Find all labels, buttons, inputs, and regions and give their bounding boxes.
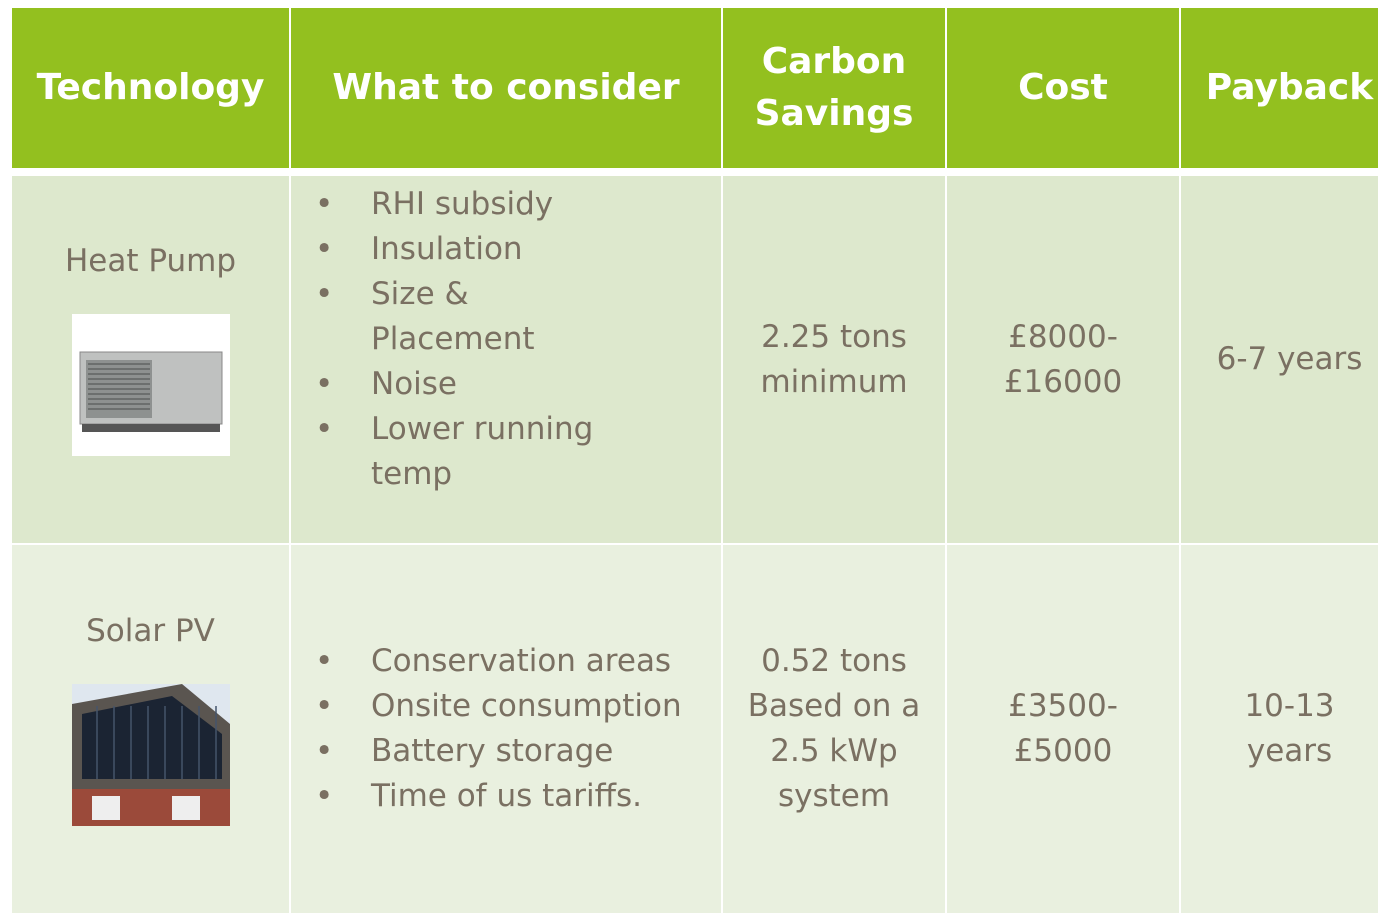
consideration-item: Insulation [315,227,621,272]
considerations-cell: RHI subsidyInsulationSize & PlacementNoi… [291,176,721,543]
technology-image [72,684,230,830]
cost-cell: £8000-£16000 [947,176,1179,543]
consideration-item: Battery storage [315,729,682,774]
payback-line: 6-7 years [1217,337,1363,382]
technology-name: Heat Pump [65,239,236,284]
header-text: Payback [1186,62,1378,114]
consideration-item: Lower running temp [315,407,621,497]
payback-cell: 6-7 years [1181,176,1378,543]
header-text: Cost [998,62,1128,114]
payback-line: 10-13 [1244,684,1334,729]
considerations-list: RHI subsidyInsulationSize & PlacementNoi… [291,182,621,497]
technology-cell: Heat Pump [12,176,289,543]
considerations-cell: Conservation areasOnsite consumptionBatt… [291,545,721,913]
consideration-item: RHI subsidy [315,182,621,227]
cost-line: £16000 [1004,360,1122,405]
slide: Technology What to consider Carbon Savings… [0,0,1378,913]
carbon-savings-line: 0.52 tons [761,639,907,684]
consideration-item: Noise [315,362,621,407]
carbon-savings-line: 2.25 tons [761,315,907,360]
header-text: Carbon Savings [723,36,945,140]
consideration-item: Time of us tariffs. [315,774,682,819]
carbon-savings-line: minimum [760,360,907,405]
payback-line: years [1247,729,1332,774]
cost-cell: £3500-£5000 [947,545,1179,913]
header-text: Technology [17,62,285,114]
carbon-savings-line: Based on a [748,684,920,729]
consideration-item: Onsite consumption [315,684,682,729]
consideration-item: Conservation areas [315,639,682,684]
considerations-list: Conservation areasOnsite consumptionBatt… [291,639,682,819]
carbon-savings-line: 2.5 kWp [770,729,897,774]
cost-line: £8000- [1008,315,1118,360]
cost-line: £3500- [1008,684,1118,729]
header-text: What to consider [312,62,699,114]
header-cell: What to consider [291,8,721,168]
header-cell: Cost [947,8,1179,168]
technology-cell: Solar PV [12,545,289,913]
technology-image [72,314,230,460]
technology-name: Solar PV [86,609,215,654]
carbon-savings-line: system [778,774,890,819]
header-cell: Payback [1181,8,1378,168]
header-cell: Carbon Savings [723,8,945,168]
cost-line: £5000 [1014,729,1113,774]
header-cell: Technology [12,8,289,168]
consideration-item: Size & Placement [315,272,621,362]
